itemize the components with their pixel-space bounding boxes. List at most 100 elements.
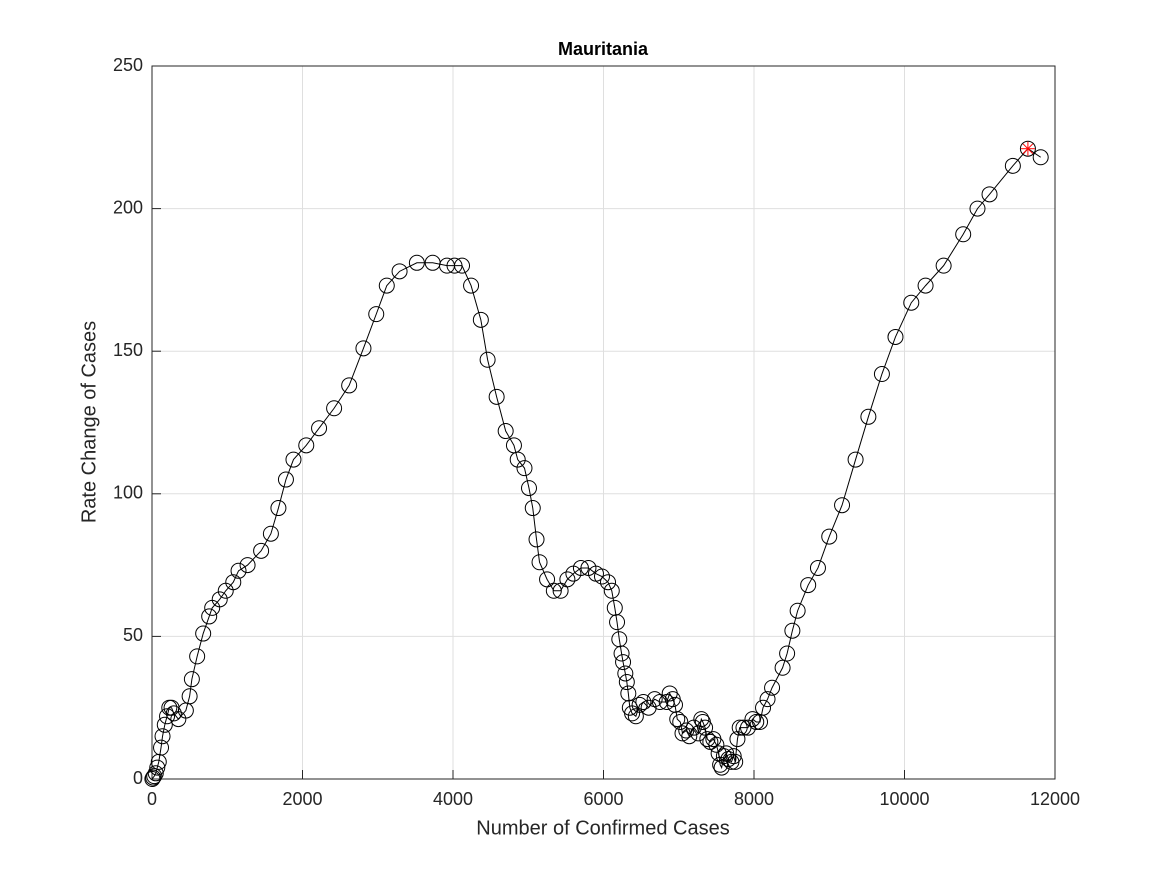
data-point: [618, 674, 635, 691]
data-point: [1032, 149, 1049, 166]
data-point: [211, 591, 228, 608]
data-point: [693, 711, 710, 728]
data-point: [524, 500, 541, 517]
y-tick-label: 100: [113, 483, 143, 503]
highlight-stroke: [1022, 143, 1034, 154]
data-point: [600, 574, 617, 591]
data-point: [755, 699, 772, 716]
data-point: [153, 739, 170, 756]
data-point: [935, 257, 952, 274]
data-point: [270, 500, 287, 517]
data-point: [764, 679, 781, 696]
data-point: [708, 736, 725, 753]
data-point: [609, 614, 626, 631]
data-point: [479, 351, 496, 368]
data-point: [860, 408, 877, 425]
data-point: [528, 531, 545, 548]
data-point: [887, 328, 904, 345]
data-point: [147, 765, 164, 782]
data-point: [509, 451, 526, 468]
data-point: [521, 480, 538, 497]
data-point: [1004, 157, 1021, 174]
y-tick-label: 150: [113, 340, 143, 360]
data-point: [253, 542, 270, 559]
data-point: [917, 277, 934, 294]
data-point: [593, 568, 610, 585]
x-tick-label: 4000: [433, 789, 473, 809]
data-point: [262, 525, 279, 542]
data-point: [230, 562, 247, 579]
y-tick-label: 50: [123, 625, 143, 645]
chart-title: Mauritania: [558, 39, 649, 59]
data-point: [497, 423, 514, 440]
data-point: [545, 582, 562, 599]
y-tick-label: 250: [113, 55, 143, 75]
highlight-point: [1020, 141, 1035, 156]
data-point: [277, 471, 294, 488]
x-tick-label: 0: [147, 789, 157, 809]
data-point: [727, 753, 744, 770]
data-point: [463, 277, 480, 294]
data-point: [298, 437, 315, 454]
x-tick-label: 8000: [734, 789, 774, 809]
data-point: [713, 759, 730, 776]
data-point: [620, 685, 637, 702]
data-point: [847, 451, 864, 468]
data-point: [821, 528, 838, 545]
data-point: [800, 577, 817, 594]
data-point: [145, 769, 162, 786]
data-point: [873, 366, 890, 383]
data-point: [183, 671, 200, 688]
data-point: [285, 451, 302, 468]
data-point: [834, 497, 851, 514]
plot-frame: [151, 65, 1056, 780]
data-point: [239, 557, 256, 574]
data-point: [748, 713, 765, 730]
data-point: [774, 659, 791, 676]
data-point: [981, 186, 998, 203]
data-point: [627, 708, 644, 725]
x-tick-label: 6000: [583, 789, 623, 809]
data-point: [903, 294, 920, 311]
data-point: [446, 257, 463, 274]
data-point: [559, 571, 576, 588]
data-point: [681, 728, 698, 745]
x-axis-label: Number of Confirmed Cases: [476, 817, 729, 839]
data-point: [391, 263, 408, 280]
y-tick-label: 200: [113, 197, 143, 217]
data-point: [672, 713, 689, 730]
data-point: [572, 559, 589, 576]
data-point: [635, 693, 652, 710]
data-point: [195, 625, 212, 642]
data-point: [779, 645, 796, 662]
data-point: [699, 731, 716, 748]
data-point: [408, 254, 425, 271]
data-point: [615, 654, 632, 671]
data-point: [154, 728, 171, 745]
data-point: [311, 420, 328, 437]
data-point: [531, 554, 548, 571]
data-point: [784, 622, 801, 639]
data-point: [651, 693, 668, 710]
data-point: [146, 768, 163, 785]
data-point: [201, 608, 218, 625]
data-point: [955, 226, 972, 243]
data-point: [355, 340, 372, 357]
x-tick-label: 10000: [879, 789, 929, 809]
data-point: [181, 688, 198, 705]
x-tick-label: 12000: [1030, 789, 1080, 809]
y-tick-label: 0: [133, 768, 143, 788]
data-point: [603, 582, 620, 599]
data-point: [744, 711, 761, 728]
data-point: [697, 719, 714, 736]
data-point: [326, 400, 343, 417]
data-point: [759, 691, 776, 708]
x-tick-label: 2000: [282, 789, 322, 809]
data-point: [809, 559, 826, 576]
data-line: [151, 148, 1041, 780]
data-point: [516, 460, 533, 477]
data-point: [674, 725, 691, 742]
